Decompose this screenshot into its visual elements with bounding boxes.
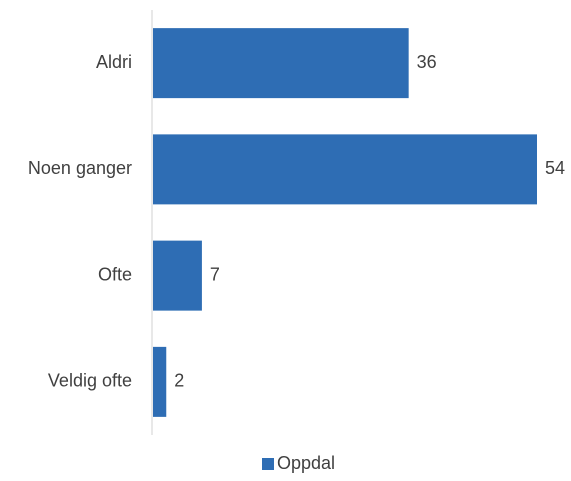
category-label-aldri: Aldri: [96, 52, 132, 72]
bar-aldri: [153, 28, 409, 98]
labels-layer: Aldri 36 Noen ganger 54 Ofte 7 Veldig ofte 2: [28, 52, 565, 391]
bars-layer: [153, 28, 537, 417]
data-label-aldri: 36: [417, 52, 437, 72]
data-label-veldig-ofte: 2: [174, 371, 184, 391]
bar-noen-ganger: [153, 134, 537, 204]
category-label-veldig-ofte: Veldig ofte: [48, 371, 132, 391]
legend-label-oppdal: Oppdal: [277, 453, 335, 473]
category-label-noen-ganger: Noen ganger: [28, 158, 132, 178]
legend-swatch-oppdal: [262, 458, 274, 470]
data-label-noen-ganger: 54: [545, 158, 565, 178]
bar-veldig-ofte: [153, 347, 166, 417]
category-label-ofte: Ofte: [98, 264, 132, 284]
data-label-ofte: 7: [210, 264, 220, 284]
legend: Oppdal: [262, 453, 335, 473]
bar-ofte: [153, 241, 202, 311]
